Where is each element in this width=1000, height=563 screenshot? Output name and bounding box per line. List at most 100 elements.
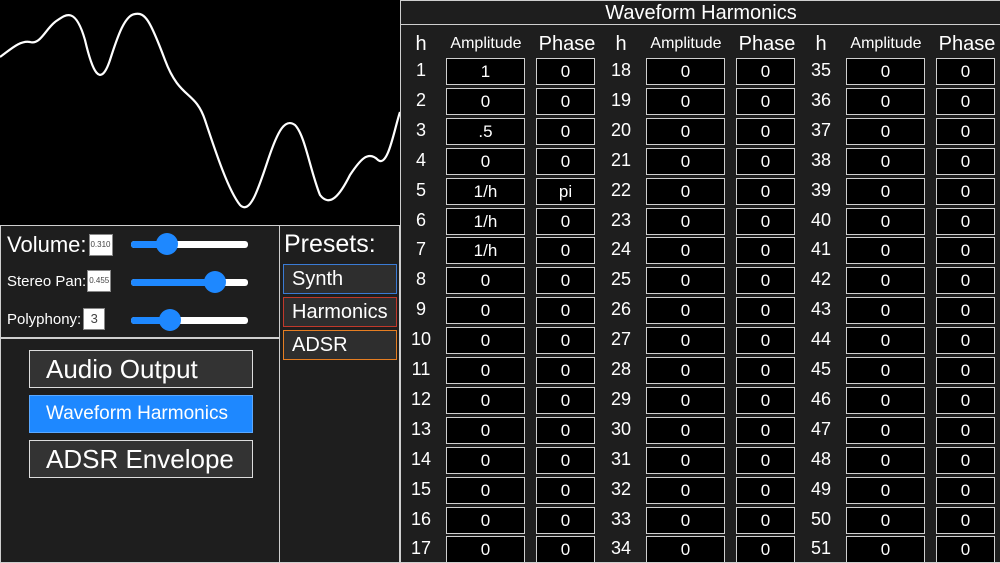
- phase-field[interactable]: 0: [736, 416, 795, 444]
- phase-field[interactable]: 0: [736, 476, 795, 504]
- phase-field[interactable]: 0: [936, 87, 995, 115]
- amplitude-field[interactable]: 0: [646, 177, 725, 205]
- stereo-pan-value-field[interactable]: 0.455: [87, 270, 112, 292]
- amplitude-field[interactable]: 0: [646, 476, 725, 504]
- phase-field[interactable]: 0: [736, 357, 795, 384]
- volume-slider-thumb[interactable]: [156, 233, 179, 255]
- amplitude-field[interactable]: 0: [646, 147, 725, 175]
- volume-value-field[interactable]: 0.310: [88, 234, 113, 256]
- amplitude-field[interactable]: 0: [846, 237, 925, 265]
- phase-field[interactable]: 0: [536, 446, 595, 474]
- amplitude-field[interactable]: 1: [446, 58, 525, 85]
- phase-field[interactable]: 0: [936, 267, 995, 295]
- amplitude-field[interactable]: 0: [446, 506, 525, 534]
- preset-synth-button[interactable]: Synth: [283, 264, 397, 294]
- amplitude-field[interactable]: 0: [846, 177, 925, 205]
- phase-field[interactable]: 0: [536, 327, 595, 355]
- phase-field[interactable]: 0: [536, 207, 595, 235]
- amplitude-field[interactable]: 0: [646, 506, 725, 534]
- phase-field[interactable]: 0: [936, 446, 995, 474]
- phase-field[interactable]: 0: [936, 476, 995, 504]
- phase-field[interactable]: 0: [536, 237, 595, 265]
- amplitude-field[interactable]: 0: [646, 87, 725, 115]
- phase-field[interactable]: 0: [936, 297, 995, 325]
- phase-field[interactable]: 0: [936, 357, 995, 384]
- amplitude-field[interactable]: .5: [446, 117, 525, 145]
- phase-field[interactable]: 0: [536, 117, 595, 145]
- waveform-harmonics-button[interactable]: Waveform Harmonics: [29, 395, 253, 433]
- amplitude-field[interactable]: 0: [446, 416, 525, 444]
- amplitude-field[interactable]: 0: [446, 327, 525, 355]
- amplitude-field[interactable]: 0: [846, 536, 925, 563]
- phase-field[interactable]: 0: [936, 177, 995, 205]
- amplitude-field[interactable]: 0: [846, 207, 925, 235]
- phase-field[interactable]: 0: [736, 297, 795, 325]
- phase-field[interactable]: 0: [936, 416, 995, 444]
- amplitude-field[interactable]: 0: [846, 476, 925, 504]
- polyphony-slider-thumb[interactable]: [158, 309, 181, 331]
- stereo-pan-slider[interactable]: [131, 271, 248, 293]
- phase-field[interactable]: 0: [736, 327, 795, 355]
- phase-field[interactable]: 0: [736, 506, 795, 534]
- phase-field[interactable]: 0: [936, 207, 995, 235]
- amplitude-field[interactable]: 0: [646, 416, 725, 444]
- amplitude-field[interactable]: 0: [646, 446, 725, 474]
- phase-field[interactable]: 0: [936, 506, 995, 534]
- amplitude-field[interactable]: 0: [846, 446, 925, 474]
- phase-field[interactable]: 0: [536, 297, 595, 325]
- amplitude-field[interactable]: 0: [846, 58, 925, 85]
- phase-field[interactable]: 0: [536, 506, 595, 534]
- amplitude-field[interactable]: 0: [446, 476, 525, 504]
- amplitude-field[interactable]: 0: [446, 386, 525, 414]
- phase-field[interactable]: pi: [536, 177, 595, 205]
- phase-field[interactable]: 0: [536, 357, 595, 384]
- audio-output-button[interactable]: Audio Output: [29, 350, 253, 388]
- amplitude-field[interactable]: 0: [646, 357, 725, 384]
- amplitude-field[interactable]: 0: [646, 237, 725, 265]
- amplitude-field[interactable]: 0: [646, 536, 725, 563]
- amplitude-field[interactable]: 0: [846, 416, 925, 444]
- amplitude-field[interactable]: 0: [446, 357, 525, 384]
- phase-field[interactable]: 0: [536, 386, 595, 414]
- phase-field[interactable]: 0: [736, 386, 795, 414]
- phase-field[interactable]: 0: [736, 207, 795, 235]
- amplitude-field[interactable]: 0: [646, 58, 725, 85]
- amplitude-field[interactable]: 0: [646, 207, 725, 235]
- phase-field[interactable]: 0: [536, 416, 595, 444]
- amplitude-field[interactable]: 1/h: [446, 177, 525, 205]
- amplitude-field[interactable]: 0: [846, 117, 925, 145]
- phase-field[interactable]: 0: [936, 327, 995, 355]
- phase-field[interactable]: 0: [936, 117, 995, 145]
- phase-field[interactable]: 0: [736, 147, 795, 175]
- phase-field[interactable]: 0: [936, 386, 995, 414]
- amplitude-field[interactable]: 0: [846, 506, 925, 534]
- phase-field[interactable]: 0: [536, 58, 595, 85]
- phase-field[interactable]: 0: [936, 237, 995, 265]
- amplitude-field[interactable]: 0: [446, 147, 525, 175]
- polyphony-value-field[interactable]: 3: [83, 308, 106, 330]
- phase-field[interactable]: 0: [936, 58, 995, 85]
- phase-field[interactable]: 0: [736, 58, 795, 85]
- phase-field[interactable]: 0: [736, 267, 795, 295]
- phase-field[interactable]: 0: [736, 177, 795, 205]
- phase-field[interactable]: 0: [936, 147, 995, 175]
- amplitude-field[interactable]: 0: [446, 297, 525, 325]
- preset-harmonics-button[interactable]: Harmonics: [283, 297, 397, 327]
- amplitude-field[interactable]: 0: [446, 267, 525, 295]
- phase-field[interactable]: 0: [536, 87, 595, 115]
- phase-field[interactable]: 0: [536, 147, 595, 175]
- amplitude-field[interactable]: 0: [446, 87, 525, 115]
- amplitude-field[interactable]: 0: [846, 327, 925, 355]
- phase-field[interactable]: 0: [536, 267, 595, 295]
- volume-slider[interactable]: [131, 233, 248, 255]
- stereo-pan-slider-thumb[interactable]: [204, 271, 227, 293]
- amplitude-field[interactable]: 0: [846, 386, 925, 414]
- amplitude-field[interactable]: 1/h: [446, 207, 525, 235]
- amplitude-field[interactable]: 0: [446, 536, 525, 563]
- polyphony-slider[interactable]: [131, 309, 248, 331]
- phase-field[interactable]: 0: [936, 536, 995, 563]
- phase-field[interactable]: 0: [536, 536, 595, 563]
- amplitude-field[interactable]: 0: [646, 117, 725, 145]
- amplitude-field[interactable]: 1/h: [446, 237, 525, 265]
- amplitude-field[interactable]: 0: [646, 297, 725, 325]
